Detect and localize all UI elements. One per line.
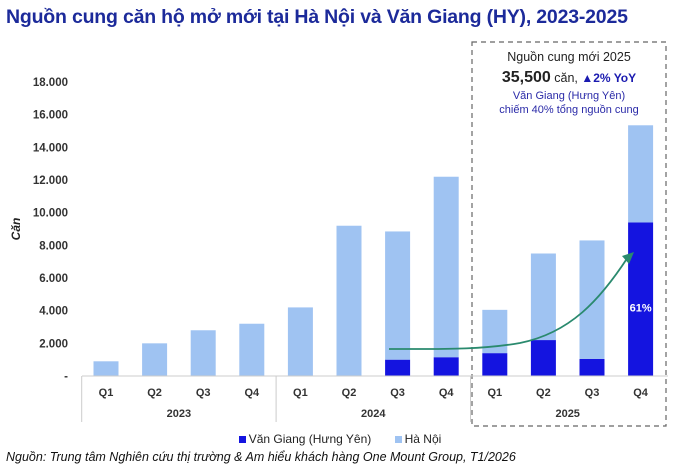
bar-van-giang-11 (628, 222, 654, 376)
bar-ha-noi-0 (93, 361, 119, 376)
annotation-line3: Văn Giang (Hưng Yên) (513, 90, 625, 102)
bar-van-giang-6 (385, 359, 411, 376)
chart-title: Nguồn cung căn hộ mở mới tại Hà Nội và V… (6, 6, 628, 28)
annotation-title: Nguồn cung mới 2025 (507, 50, 631, 64)
trend-arrow-head (622, 252, 634, 264)
y-axis-label: Căn (9, 218, 23, 241)
y-tick-label: 16.000 (33, 110, 68, 122)
x-tick-label: Q1 (487, 387, 502, 399)
annotation-unit: căn, (551, 71, 582, 85)
y-tick-label: 2.000 (39, 338, 68, 350)
y-tick-label: - (64, 371, 68, 383)
y-tick-label: 14.000 (33, 142, 68, 154)
x-tick-label: Q4 (633, 387, 649, 399)
legend-label-ha-noi: Hà Nội (404, 432, 442, 446)
legend-swatch-ha-noi (394, 436, 402, 444)
y-tick-label: 6.000 (39, 273, 68, 285)
bar-ha-noi-9 (530, 253, 556, 341)
annotation-line4: chiếm 40% tổng nguồn cung (499, 104, 638, 116)
legend-item-ha-noi: Hà Nội (394, 432, 442, 446)
bar-ha-noi-2 (190, 330, 216, 376)
bar-ha-noi-3 (239, 323, 265, 376)
annotation-value: 35,500 (502, 69, 551, 86)
x-group-label: 2025 (555, 408, 579, 420)
x-tick-label: Q3 (585, 387, 600, 399)
x-group-label: 2024 (361, 408, 386, 420)
legend-item-van-giang: Văn Giang (Hưng Yên) (238, 432, 372, 446)
y-tick-label: 10.000 (33, 208, 68, 220)
legend-swatch-van-giang (238, 436, 246, 444)
x-group-label: 2023 (167, 408, 191, 420)
bar-ha-noi-1 (142, 343, 168, 376)
bar-ha-noi-7 (433, 176, 459, 358)
bar-ha-noi-5 (336, 225, 362, 376)
highlight-box-2025 (471, 41, 667, 427)
x-tick-label: Q4 (439, 387, 455, 399)
annotation-total: 35,500 căn, ▲2% YoY (502, 69, 636, 86)
bar-van-giang-10 (579, 358, 605, 376)
bar-ha-noi-4 (287, 307, 313, 376)
y-tick-label: 12.000 (33, 175, 68, 187)
x-tick-label: Q3 (390, 387, 405, 399)
bar-van-giang-8 (482, 353, 508, 376)
x-tick-label: Q1 (99, 387, 114, 399)
y-tick-label: 8.000 (39, 240, 68, 252)
bar-ha-noi-10 (579, 240, 605, 359)
bar-ha-noi-11 (628, 125, 654, 223)
annotation-change: ▲2% YoY (581, 71, 636, 85)
x-tick-label: Q2 (147, 387, 162, 399)
y-tick-label: 4.000 (39, 306, 68, 318)
bar-van-giang-9 (530, 340, 556, 376)
source-note: Nguồn: Trung tâm Nghiên cứu thị trường &… (6, 450, 516, 464)
x-tick-label: Q2 (536, 387, 551, 399)
legend-label-van-giang: Văn Giang (Hưng Yên) (248, 432, 372, 446)
x-tick-label: Q3 (196, 387, 211, 399)
x-tick-label: Q1 (293, 387, 308, 399)
trend-arrow (388, 256, 629, 350)
y-tick-label: 18.000 (33, 77, 68, 89)
legend: Văn Giang (Hưng Yên) Hà Nội (0, 432, 680, 446)
x-tick-label: Q4 (244, 387, 260, 399)
x-tick-label: Q2 (342, 387, 357, 399)
bar-van-giang-7 (433, 357, 459, 376)
data-label: 61% (630, 303, 652, 315)
bar-ha-noi-6 (385, 231, 411, 360)
